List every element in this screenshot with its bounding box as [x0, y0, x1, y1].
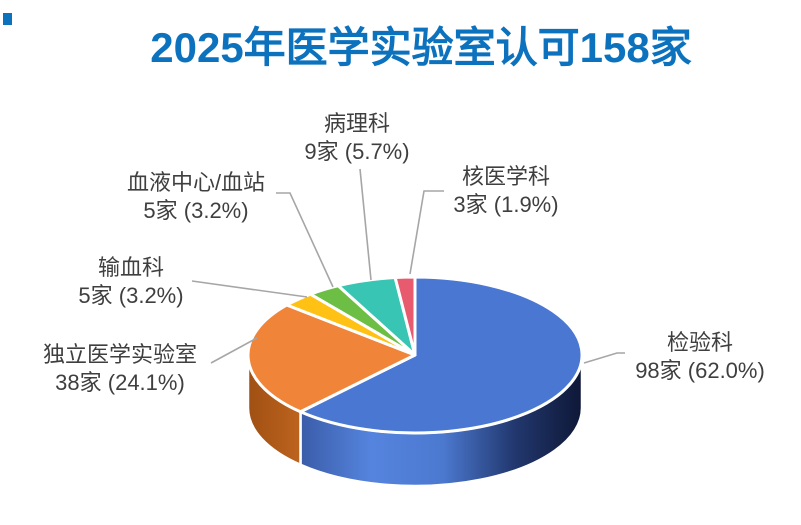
slice-label-value: 38家 (24.1%): [55, 370, 185, 395]
slice-label-value: 98家 (62.0%): [635, 358, 765, 383]
pie-slice-top-0: [298, 275, 584, 435]
slice-label-name: 血液中心/血站: [126, 170, 266, 195]
slice-label-value: 9家 (5.7%): [304, 139, 410, 164]
slice-label-duli-yixue-shiyanshi: 独立医学实验室 38家 (24.1%): [43, 341, 197, 397]
slice-label-name: 核医学科: [461, 164, 550, 189]
slice-label-name: 输血科: [97, 255, 164, 280]
corner-accent: [3, 13, 12, 25]
leader-line-5: [409, 190, 444, 275]
leader-line-4: [359, 168, 372, 281]
slice-label-name: 病理科: [323, 111, 390, 136]
slice-label-bingli-ke: 病理科 9家 (5.7%): [304, 110, 409, 166]
slice-label-value: 5家 (3.2%): [143, 198, 249, 223]
slice-label-value: 3家 (1.9%): [453, 192, 559, 217]
leader-line-0: [583, 352, 625, 364]
chart-title: 2025年医学实验室认可158家: [150, 24, 692, 71]
slice-label-jianyanke: 检验科 98家 (62.0%): [635, 329, 765, 385]
slice-label-xueye-zhongxin: 血液中心/血站 5家 (3.2%): [127, 169, 265, 225]
slice-label-heyixue-ke: 核医学科 3家 (1.9%): [453, 163, 558, 219]
leader-line-2: [191, 280, 308, 298]
slice-label-name: 检验科: [666, 330, 733, 355]
pie-slice-top-5: [393, 275, 417, 357]
leader-line-3: [276, 192, 334, 288]
leader-line-1: [210, 337, 258, 364]
slice-label-shuxueke: 输血科 5家 (3.2%): [78, 254, 183, 310]
slice-label-name: 独立医学实验室: [42, 342, 198, 367]
slice-label-value: 5家 (3.2%): [78, 283, 184, 308]
pie-slice-top-1: [246, 303, 417, 414]
